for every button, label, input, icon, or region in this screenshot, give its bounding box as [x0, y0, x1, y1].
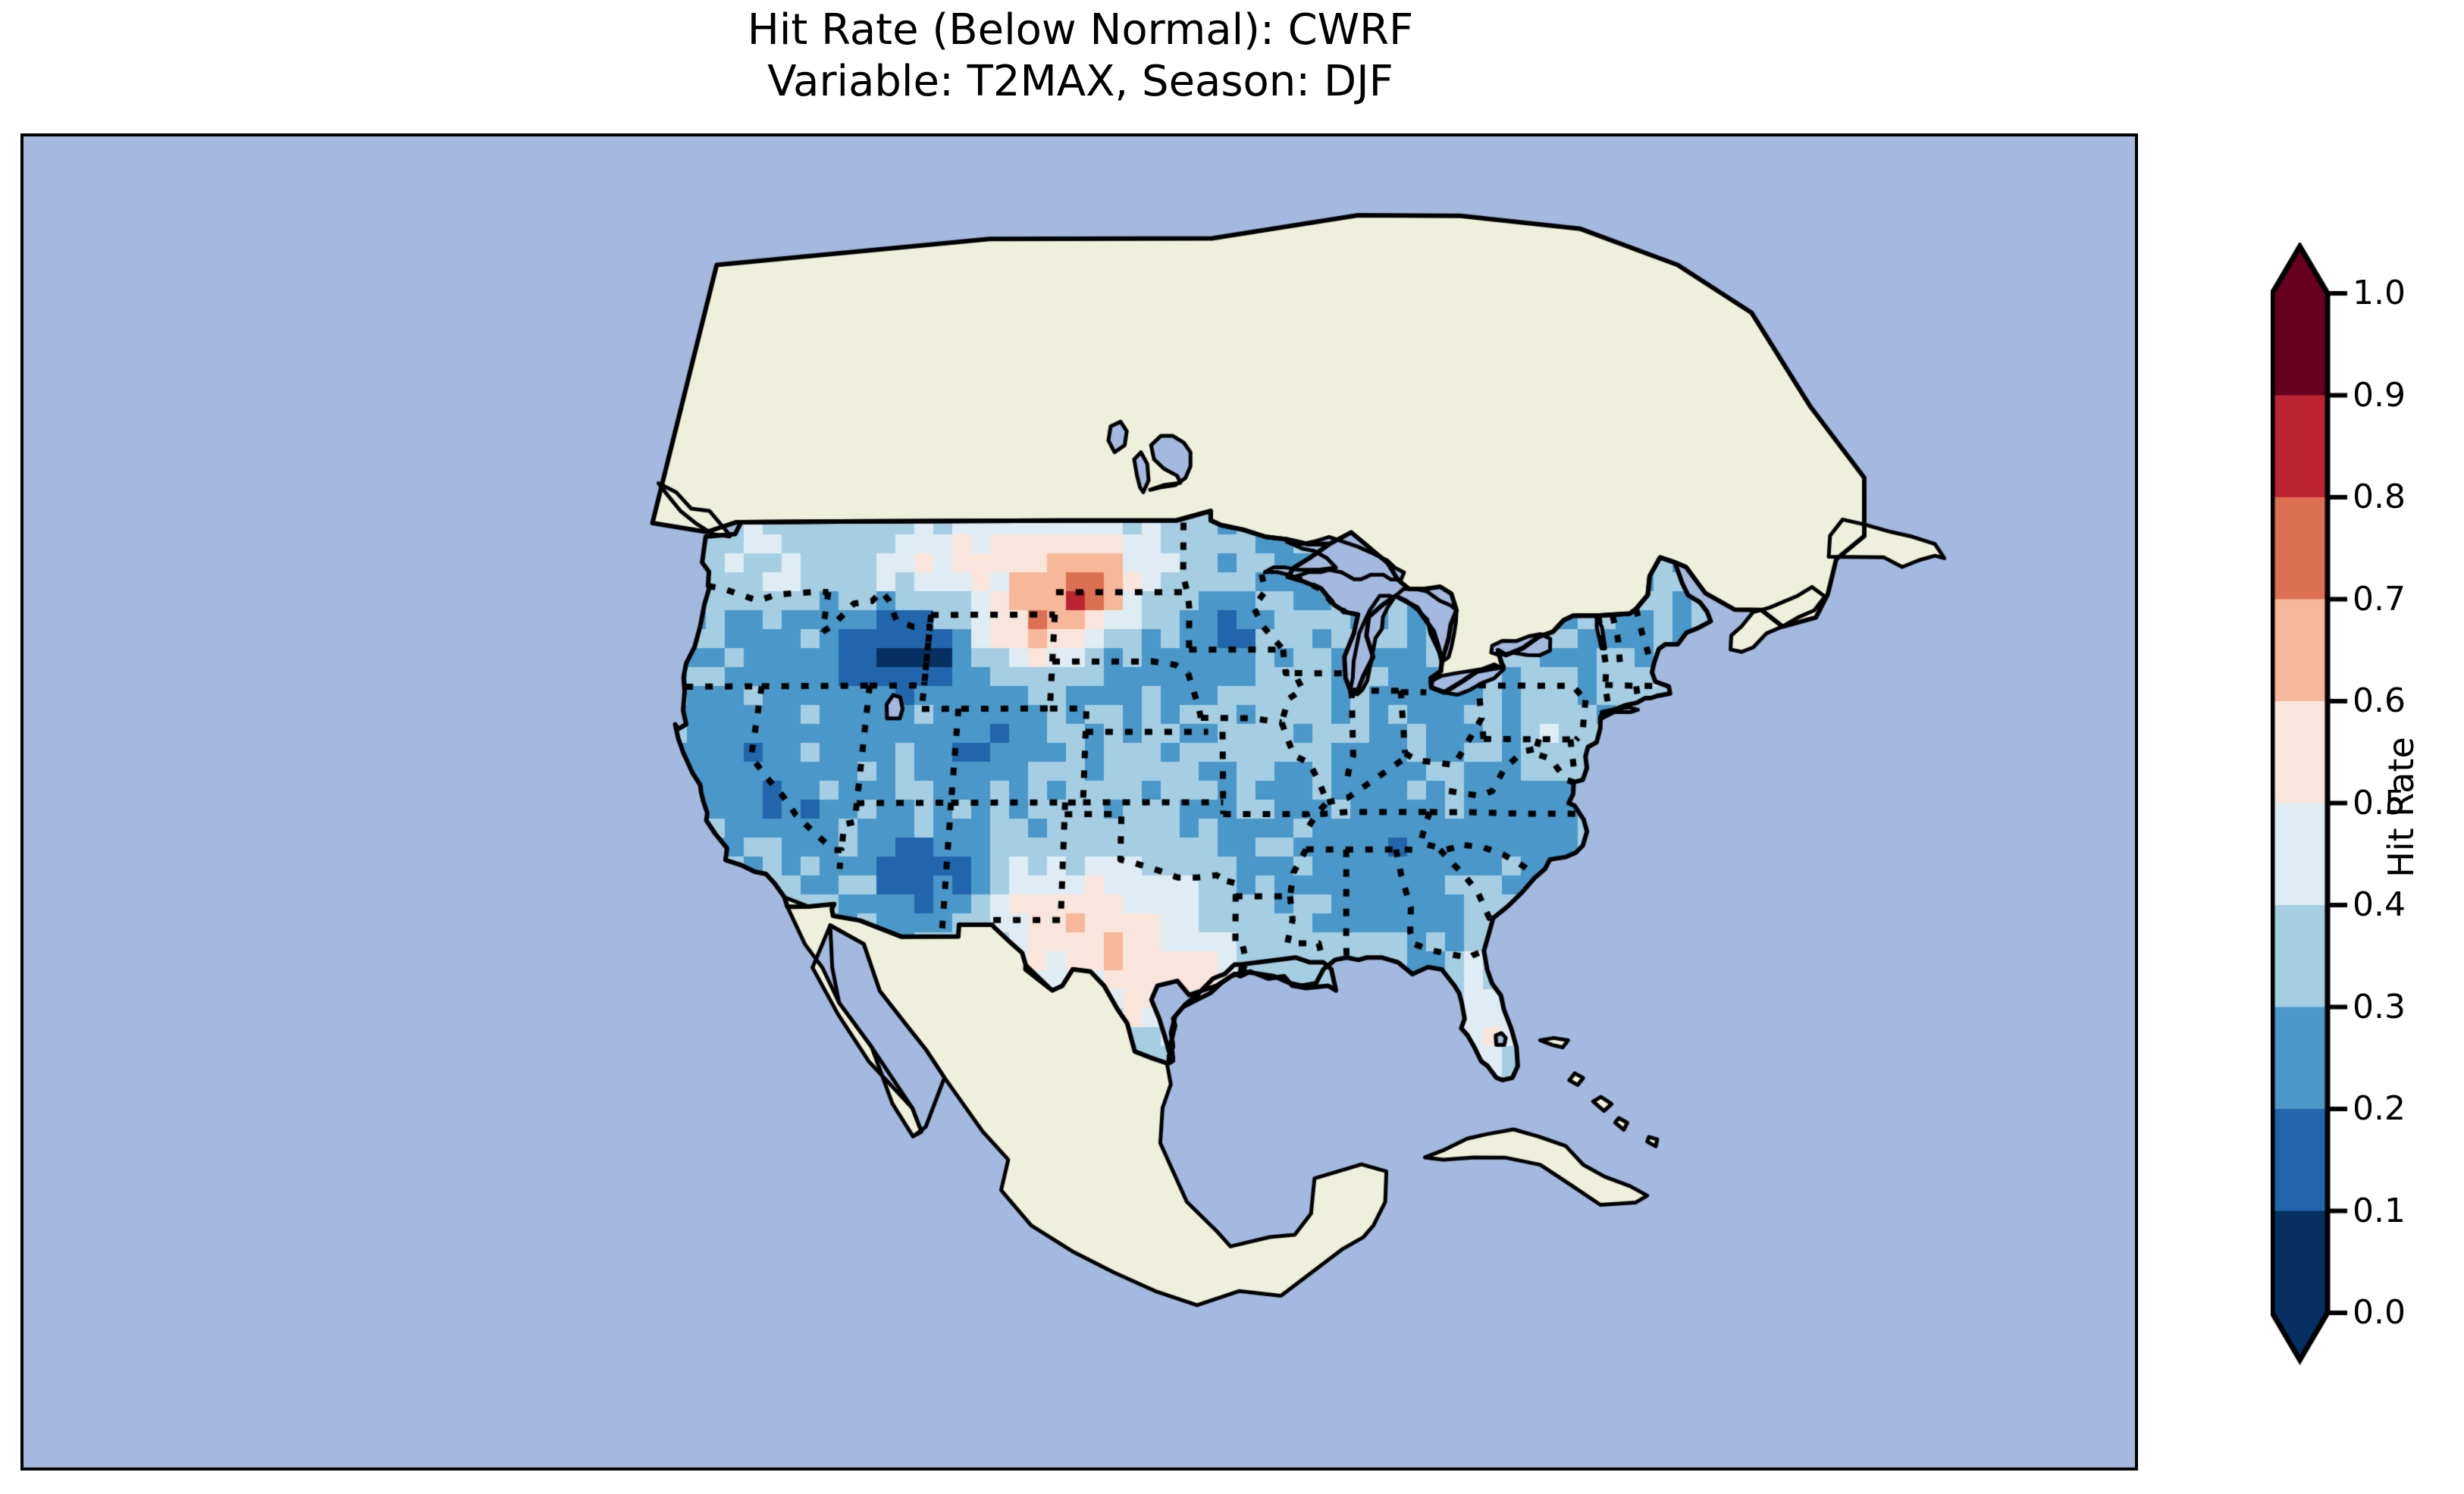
colorbar-tick-label: 0.7 [2353, 579, 2406, 619]
colorbar-tick-label: 0.0 [2353, 1293, 2406, 1332]
colorbar-tick-label: 0.6 [2353, 681, 2406, 720]
colorbar-tick-label: 0.3 [2353, 987, 2406, 1026]
colorbar-tick-label: 0.9 [2353, 375, 2406, 415]
map-plot-area [20, 133, 2138, 1471]
colorbar-tick-label: 1.0 [2353, 274, 2406, 312]
colorbar-tick-label: 0.2 [2353, 1089, 2406, 1128]
colorbar-gradient [2271, 243, 2460, 1372]
map-data-canvas [24, 136, 2135, 1467]
colorbar-tick-label: 0.8 [2353, 478, 2406, 516]
colorbar-tick-label: 0.1 [2353, 1191, 2406, 1230]
colorbar-axis-label: Hit Rate [2381, 737, 2422, 878]
colorbar-tick-label: 0.4 [2353, 885, 2406, 924]
title-line-1: Hit Rate (Below Normal): CWRF [747, 5, 1414, 55]
page-title: Hit Rate (Below Normal): CWRF Variable: … [0, 5, 2161, 108]
colorbar-tick-label: 0.5 [2353, 783, 2406, 822]
title-line-2: Variable: T2MAX, Season: DJF [767, 57, 1393, 107]
colorbar: 1.0 0.9 0.8 0.7 0.6 0.5 0.4 0.3 0.2 0.1 0.0 Hit Ra… [2271, 243, 2460, 1372]
colorbar-tick-labels: 1.0 0.9 0.8 0.7 0.6 0.5 0.4 0.3 0.2 0.1 0.0 [2271, 243, 2460, 1372]
